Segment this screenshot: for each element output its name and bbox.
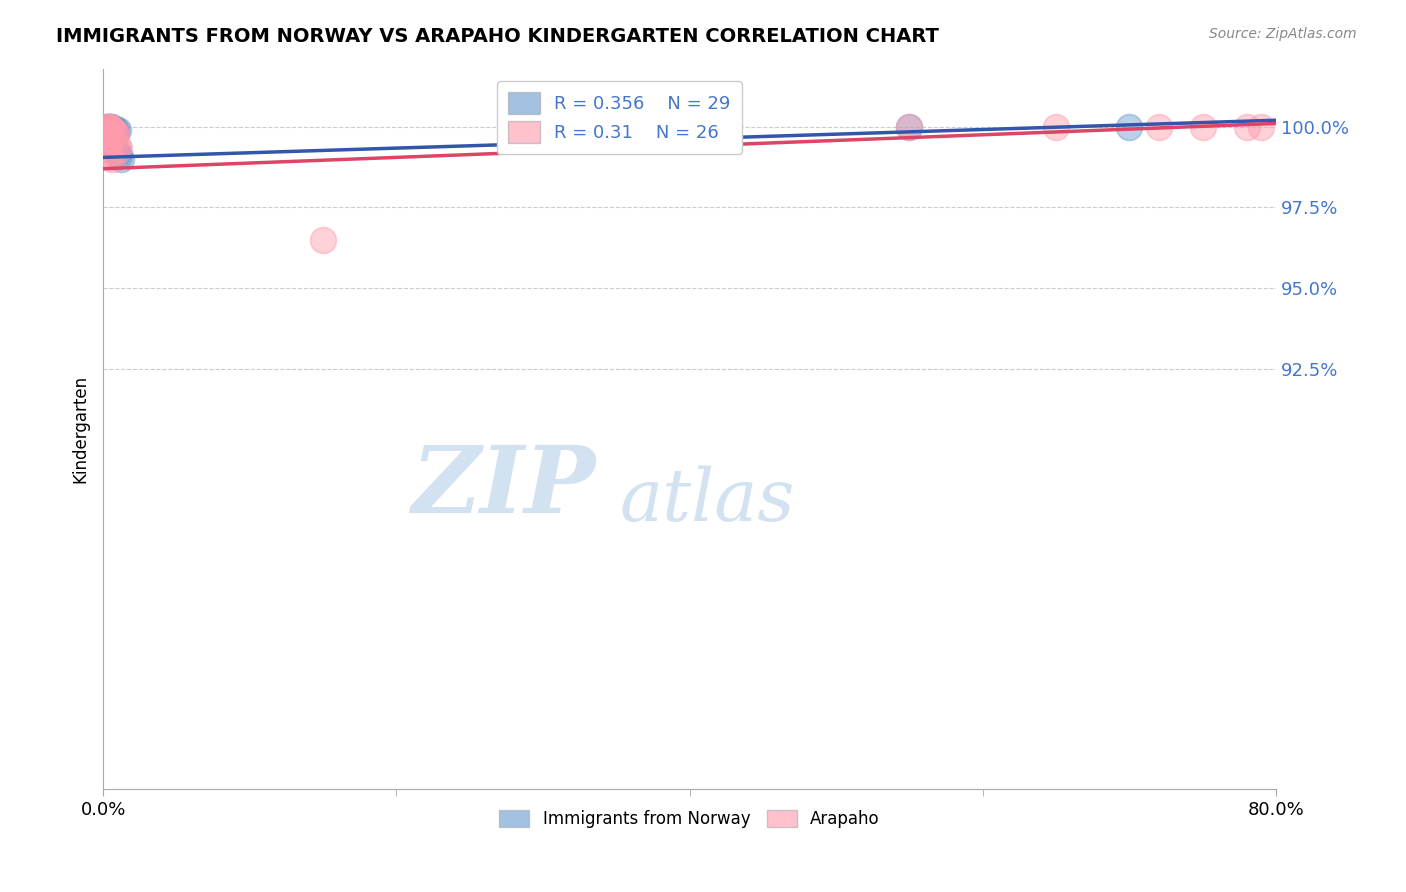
Text: IMMIGRANTS FROM NORWAY VS ARAPAHO KINDERGARTEN CORRELATION CHART: IMMIGRANTS FROM NORWAY VS ARAPAHO KINDER… [56, 27, 939, 45]
Point [107, 123, 129, 137]
Point [94, 123, 117, 137]
Point [100, 126, 122, 140]
Point [101, 123, 124, 137]
Point [98, 145, 121, 160]
Point [96, 126, 118, 140]
Point [898, 120, 921, 134]
Point [103, 123, 125, 137]
Point [1045, 120, 1067, 134]
Point [105, 126, 128, 140]
Point [591, 120, 613, 134]
Point [1147, 120, 1170, 134]
Point [100, 120, 122, 134]
Point [1236, 120, 1258, 134]
Point [94, 120, 117, 134]
Point [96, 133, 118, 147]
Point [561, 120, 583, 134]
Point [108, 142, 131, 156]
Point [98, 129, 121, 144]
Point [98, 133, 121, 147]
Point [96, 142, 118, 156]
Point [898, 120, 921, 134]
Point [96, 120, 118, 134]
Point [312, 233, 335, 247]
Point [107, 145, 129, 160]
Point [103, 139, 125, 153]
Point [101, 120, 124, 134]
Point [101, 152, 124, 166]
Point [103, 123, 125, 137]
Point [98, 120, 121, 134]
Point [107, 139, 129, 153]
Point [98, 126, 121, 140]
Y-axis label: Kindergarten: Kindergarten [72, 375, 89, 483]
Point [101, 126, 124, 140]
Point [110, 152, 132, 166]
Point [94, 120, 117, 134]
Point [98, 129, 121, 144]
Point [100, 149, 122, 163]
Point [98, 120, 121, 134]
Text: atlas: atlas [619, 466, 794, 536]
Point [104, 142, 127, 156]
Point [108, 149, 131, 163]
Point [100, 136, 122, 150]
Legend: Immigrants from Norway, Arapaho: Immigrants from Norway, Arapaho [492, 804, 887, 835]
Point [100, 120, 122, 134]
Text: ZIP: ZIP [412, 442, 596, 532]
Point [105, 123, 128, 137]
Point [104, 136, 127, 150]
Point [1191, 120, 1213, 134]
Point [101, 133, 124, 147]
Point [100, 129, 122, 144]
Point [104, 126, 127, 140]
Point [1118, 120, 1140, 134]
Point [96, 123, 118, 137]
Point [1250, 120, 1272, 134]
Text: Source: ZipAtlas.com: Source: ZipAtlas.com [1209, 27, 1357, 41]
Point [96, 126, 118, 140]
Point [104, 123, 127, 137]
Point [100, 129, 122, 144]
Point [96, 120, 118, 134]
